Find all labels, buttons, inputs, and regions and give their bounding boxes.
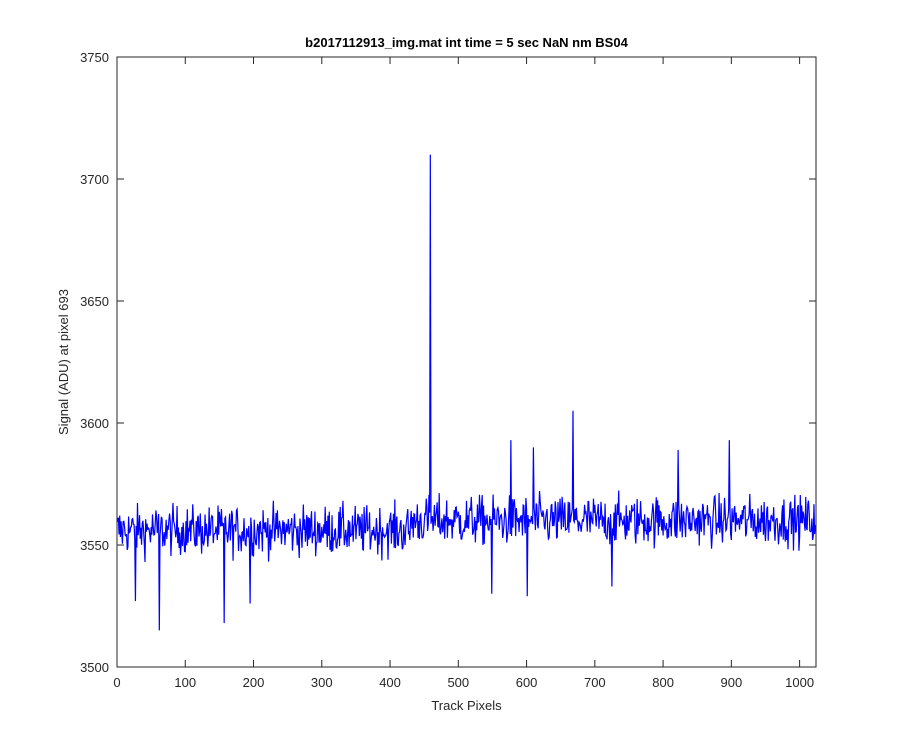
x-tick-label: 300 bbox=[311, 675, 333, 690]
x-tick-label: 200 bbox=[243, 675, 265, 690]
y-tick-label: 3550 bbox=[80, 538, 109, 553]
y-tick-label: 3600 bbox=[80, 416, 109, 431]
x-tick-label: 100 bbox=[174, 675, 196, 690]
y-tick-label: 3500 bbox=[80, 660, 109, 675]
x-tick-label: 0 bbox=[113, 675, 120, 690]
y-tick-label: 3700 bbox=[80, 172, 109, 187]
plot-area-frame bbox=[116, 56, 817, 668]
y-tick-label: 3750 bbox=[80, 50, 109, 65]
x-tick-label: 800 bbox=[652, 675, 674, 690]
x-tick-label: 700 bbox=[584, 675, 606, 690]
x-tick-label: 600 bbox=[516, 675, 538, 690]
x-tick-label: 1000 bbox=[785, 675, 814, 690]
x-tick-label: 900 bbox=[721, 675, 743, 690]
x-tick-label: 500 bbox=[447, 675, 469, 690]
y-tick-label: 3650 bbox=[80, 294, 109, 309]
x-tick-label: 400 bbox=[379, 675, 401, 690]
chart-title: b2017112913_img.mat int time = 5 sec NaN… bbox=[305, 35, 628, 50]
tick-labels: 0 100 200 300 400 500 600 700 800 900 1000 3500 3550… bbox=[80, 50, 814, 690]
x-axis-label: Track Pixels bbox=[431, 698, 502, 713]
signal-series-line bbox=[116, 154, 816, 631]
y-axis-label: Signal (ADU) at pixel 693 bbox=[56, 289, 71, 435]
